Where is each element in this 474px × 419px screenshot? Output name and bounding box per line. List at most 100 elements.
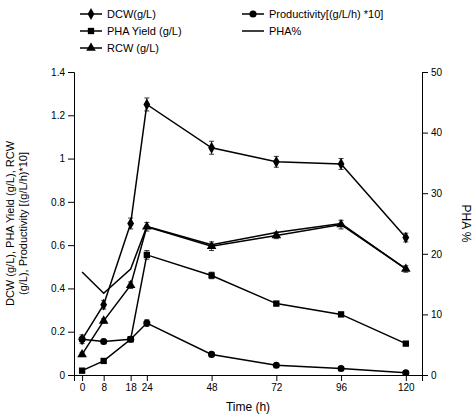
error-bar-cap (209, 250, 214, 251)
y2-tick-label: 40 (431, 127, 443, 138)
x-axis-title: Time (h) (226, 400, 270, 414)
y-tick-mark (68, 115, 74, 116)
error-bar (128, 337, 133, 341)
marker (79, 336, 86, 343)
y-tick-mark (68, 245, 74, 246)
x-tick: 72 (271, 375, 283, 393)
series-line (82, 225, 406, 355)
y2-axis: 0 10 20 30 40 50 (422, 67, 443, 381)
y2-axis-title: PHA % (459, 204, 473, 242)
x-tick: 24 (142, 375, 154, 393)
x-tick-mark (104, 375, 105, 381)
error-bar (209, 141, 214, 154)
x-tick-label: 48 (207, 382, 219, 393)
y-tick-label: 1.2 (51, 110, 65, 121)
y-tick: 0.4 (51, 283, 74, 294)
series (79, 251, 409, 374)
y-tick: 1 (59, 153, 74, 164)
marker (79, 368, 85, 374)
error-bar-cap (144, 231, 149, 232)
error-bar-cap (339, 228, 344, 229)
y-tick: 0 (59, 370, 74, 381)
y-tick-label: 0.6 (51, 240, 65, 251)
error-bar-cap (209, 154, 214, 155)
marker (403, 340, 409, 346)
x-axis-line (75, 376, 423, 382)
x-tick-mark (276, 375, 277, 381)
y2-tick-label: 0 (431, 370, 437, 381)
marker (336, 219, 346, 227)
y-tick-mark (68, 288, 74, 289)
marker (273, 156, 280, 168)
marker (208, 142, 215, 154)
y-tick: 0.2 (51, 326, 74, 337)
legend-item: PHA% (242, 25, 302, 37)
legend-label: Productivity[(g/L/h) *10] (269, 8, 383, 20)
marker (127, 218, 134, 230)
marker (143, 319, 150, 326)
error-bar (144, 98, 149, 111)
marker (402, 232, 409, 244)
legend-marker (88, 28, 94, 34)
marker (207, 241, 217, 249)
error-bar-cap (403, 272, 408, 273)
x-tick-mark (82, 375, 83, 381)
legend-label: PHA Yield (g/L) (107, 25, 182, 37)
legend-label: RCW (g/L) (107, 42, 159, 54)
x-tick-label: 120 (398, 382, 415, 393)
error-bar (209, 272, 214, 278)
marker (126, 280, 136, 288)
series-line (82, 323, 406, 373)
y2-tick: 20 (422, 249, 443, 260)
x-tick-mark (406, 375, 407, 381)
y2-tick-label: 30 (431, 188, 443, 199)
error-bar-cap (144, 259, 149, 260)
y-tick-label: 0 (59, 370, 65, 381)
y-tick-mark (68, 159, 74, 160)
marks (77, 98, 410, 375)
plot: 08182448729612000.20.40.60.811.21.401020… (4, 67, 473, 414)
error-bar (128, 337, 133, 341)
marker (100, 338, 107, 345)
y-tick: 1.4 (51, 67, 74, 78)
y-axis-line (68, 73, 75, 376)
x-tick-label: 24 (142, 382, 154, 393)
y2-tick-mark (422, 72, 428, 73)
x-axis: 081824487296120 (75, 375, 423, 393)
x-tick-mark (131, 375, 132, 381)
marker (100, 299, 107, 311)
marker (402, 369, 409, 375)
marker (272, 230, 282, 238)
series-line (82, 104, 406, 339)
y-tick-label: 0.2 (51, 326, 65, 337)
y-tick-label: 0.8 (51, 197, 65, 208)
y2-axis-line (423, 73, 429, 376)
error-bar-cap (128, 288, 133, 289)
marker (273, 362, 280, 369)
error-bar (339, 159, 344, 170)
marker (127, 336, 133, 342)
marker (99, 315, 109, 323)
x-tick: 8 (101, 375, 107, 393)
y2-tick-label: 50 (431, 67, 443, 78)
x-tick: 120 (398, 375, 415, 393)
y-tick-mark (68, 72, 74, 73)
error-bar (274, 156, 279, 167)
x-tick-mark (147, 375, 148, 381)
marker (101, 358, 107, 364)
marker (401, 263, 411, 271)
y-tick-mark (68, 202, 74, 203)
legend-item: Productivity[(g/L/h) *10] (242, 8, 383, 20)
legend-item: RCW (g/L) (80, 42, 159, 54)
marker (142, 221, 152, 229)
y2-tick-mark (422, 193, 428, 194)
error-bar-cap (144, 250, 149, 251)
y2-tick-label: 10 (431, 309, 443, 320)
y-tick: 0.8 (51, 197, 74, 208)
x-tick-label: 72 (271, 382, 283, 393)
error-bar (128, 218, 133, 229)
y-tick: 1.2 (51, 110, 74, 121)
x-tick: 0 (80, 375, 86, 393)
x-tick: 48 (207, 375, 219, 393)
legend-marker (249, 10, 256, 17)
